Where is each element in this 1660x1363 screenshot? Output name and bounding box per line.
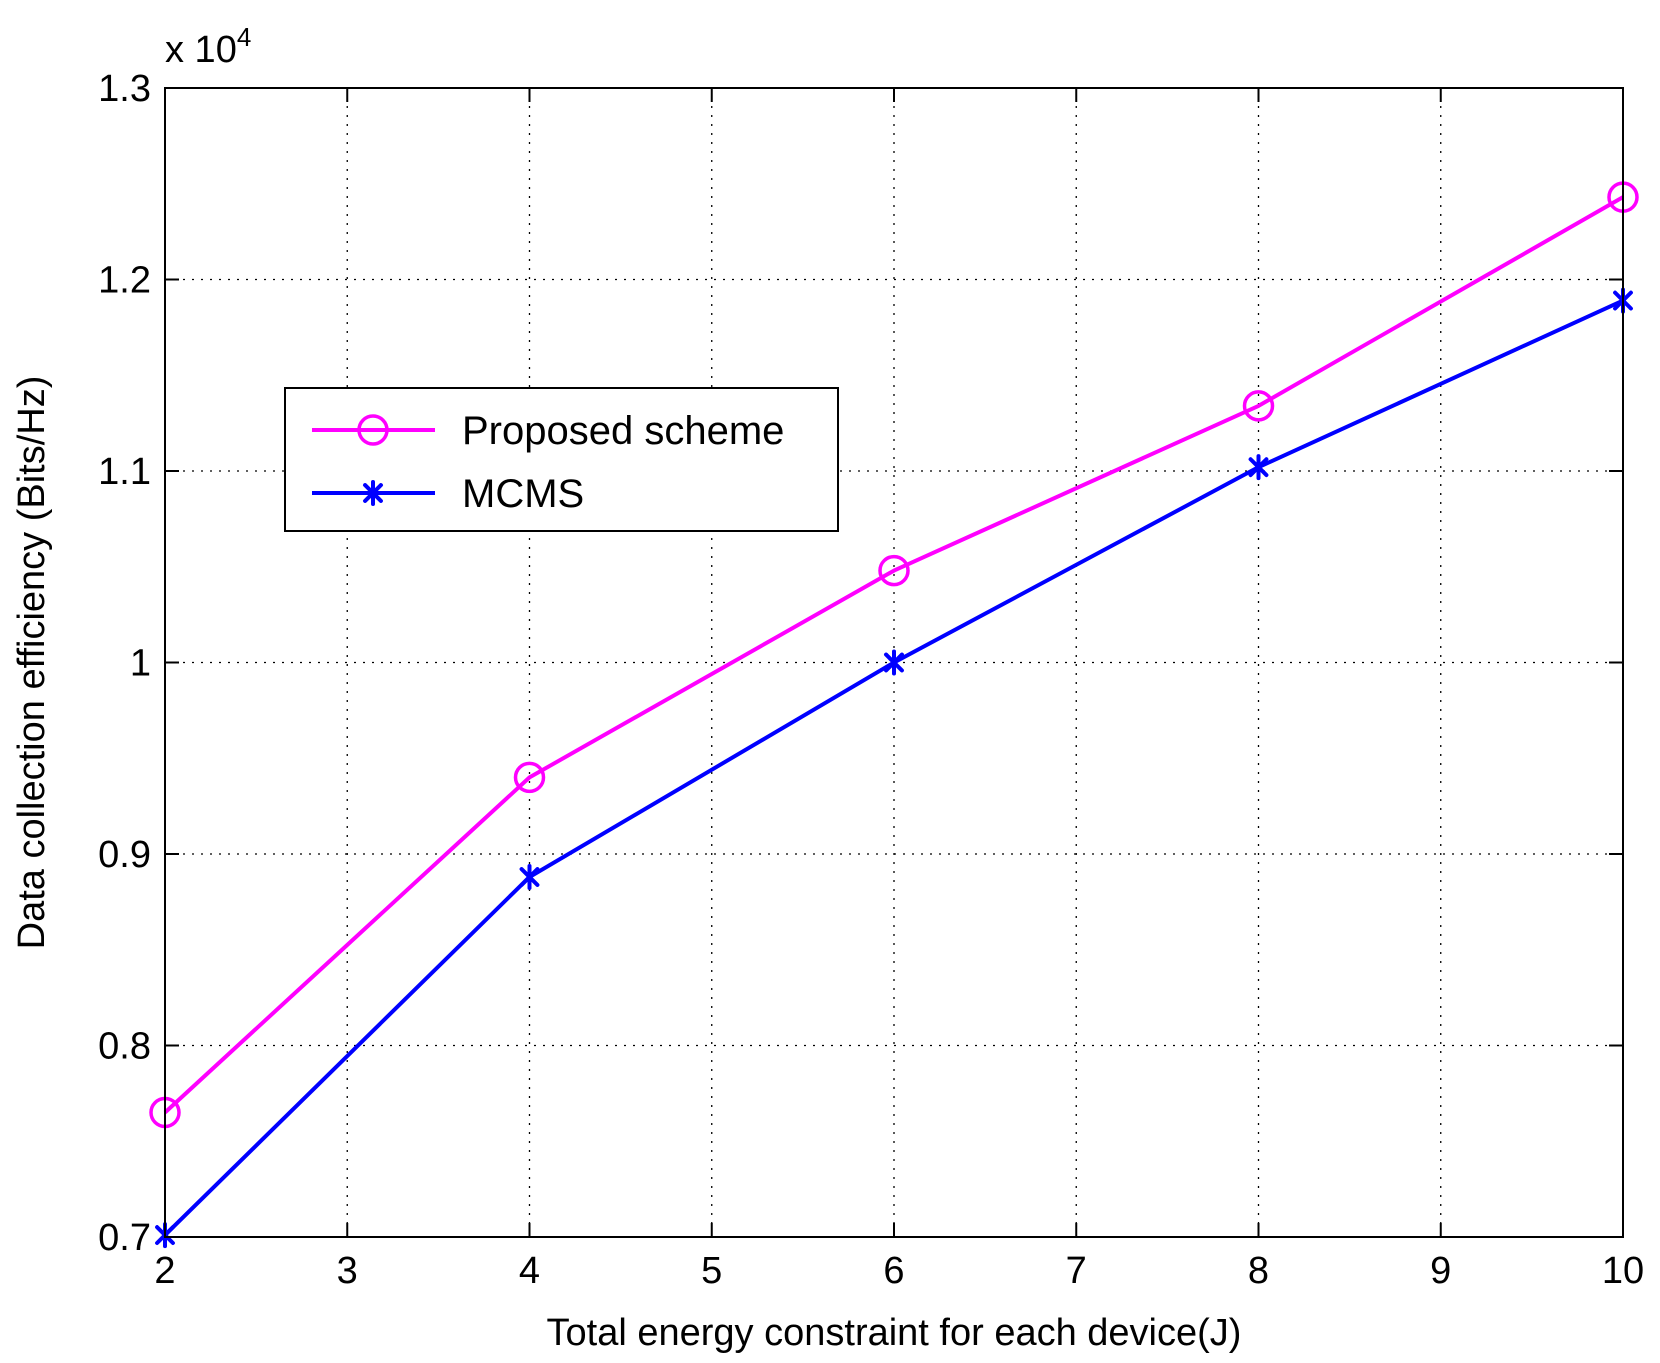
legend-item-proposed-scheme: Proposed scheme (312, 409, 784, 453)
legend-label: MCMS (462, 472, 584, 516)
y-tick-label: 1 (130, 643, 151, 685)
series-line-proposed-scheme (163, 195, 1624, 1114)
y-axis-multiplier: x 104 (165, 22, 251, 71)
legend-box (284, 387, 839, 532)
y-tick-label: 0.8 (98, 1026, 151, 1068)
x-tick-label: 2 (154, 1250, 175, 1292)
y-tick-label: 1.2 (98, 260, 151, 302)
data-point-mcms (884, 649, 904, 676)
x-tick-label: 6 (883, 1250, 904, 1292)
y-tick-label: 0.9 (98, 834, 151, 876)
legend-marker (357, 414, 389, 446)
x-tick-label: 8 (1248, 1250, 1269, 1292)
tick-labels: 2 3 4 5 6 7 8 9 10 0.7 0.8 0.9 1 1.1 1.2 1.3 (98, 68, 1644, 1292)
x-axis-label: Total energy constraint for each device(… (547, 1312, 1242, 1354)
x-tick-label: 4 (519, 1250, 540, 1292)
x-tick-label: 9 (1430, 1250, 1451, 1292)
x-tick-label: 5 (701, 1250, 722, 1292)
data-point-mcms (1248, 454, 1269, 481)
legend-label: Proposed scheme (462, 409, 784, 453)
series-mcms (155, 287, 1633, 1249)
data-point-mcms (519, 863, 540, 890)
x-tick-label: 10 (1602, 1250, 1644, 1292)
y-tick-label: 1.1 (98, 451, 151, 493)
ticks (164, 87, 1624, 1238)
y-axis-label: Data collection efficiency (Bits/Hz) (11, 376, 53, 950)
y-tick-label: 0.7 (98, 1217, 151, 1259)
legend-marker (363, 480, 383, 506)
x-tick-label: 7 (1066, 1250, 1087, 1292)
y-tick-label: 1.3 (98, 68, 151, 110)
data-point-proposed-scheme (1242, 390, 1275, 422)
y-multiplier-base: x 10 (165, 29, 237, 71)
series-layer (149, 181, 1639, 1249)
y-multiplier-exponent: 4 (237, 22, 251, 52)
legend-item-mcms: MCMS (312, 472, 584, 516)
x-tick-label: 3 (337, 1250, 358, 1292)
data-point-proposed-scheme (878, 554, 910, 587)
data-point-proposed-scheme (513, 761, 546, 794)
legend: Proposed scheme MCMS (284, 387, 839, 532)
